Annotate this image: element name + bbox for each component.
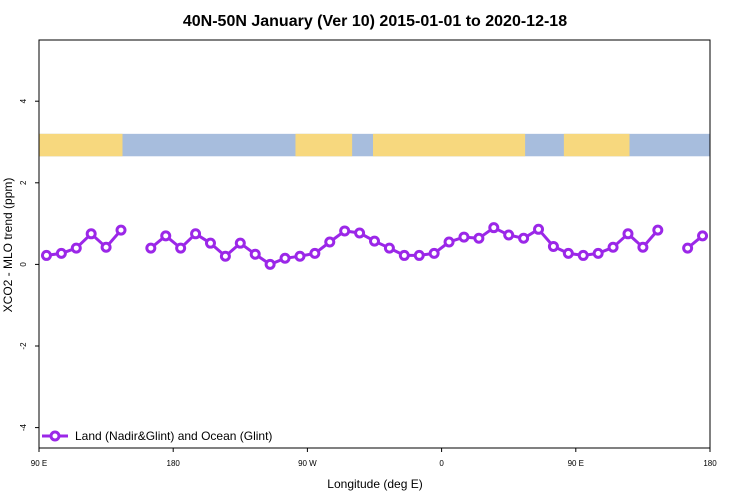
map-land [39, 133, 123, 157]
data-point [518, 232, 530, 244]
data-point [682, 242, 694, 254]
data-point [697, 230, 709, 242]
data-point [652, 224, 664, 236]
data-point [264, 258, 276, 270]
data-point [562, 247, 574, 259]
data-point [473, 232, 485, 244]
data-point [413, 249, 425, 261]
legend-marker [49, 430, 61, 442]
data-point [85, 228, 97, 240]
legend: Land (Nadir&Glint) and Ocean (Glint) [42, 429, 272, 443]
data-point [443, 236, 455, 248]
data-point [175, 242, 187, 254]
data-point [383, 242, 395, 254]
data-point [160, 230, 172, 242]
y-tick-label: 0 [19, 262, 28, 267]
x-axis-label: Longitude (deg E) [327, 477, 422, 491]
chart-title: 40N-50N January (Ver 10) 2015-01-01 to 2… [183, 13, 567, 30]
data-point [488, 222, 500, 234]
data-point [70, 242, 82, 254]
data-point [622, 228, 634, 240]
x-axis: 90 E 180 90 W 0 90 E 180 [31, 448, 717, 468]
y-axis: -4 -2 0 2 4 [19, 98, 39, 431]
map-land [295, 133, 353, 157]
data-point [190, 228, 202, 240]
x-tick-label: 0 [439, 459, 444, 468]
data-point [354, 227, 366, 239]
data-point [547, 240, 559, 252]
y-tick-label: 2 [19, 180, 28, 185]
data-point [398, 249, 410, 261]
data-point [204, 237, 216, 249]
data-point [145, 242, 157, 254]
plot-frame [38, 39, 711, 449]
y-tick-label: 4 [19, 98, 28, 103]
data-point [637, 241, 649, 253]
data-point [309, 247, 321, 259]
x-tick-label: 180 [167, 459, 181, 468]
x-tick-label: 90 E [568, 459, 584, 468]
y-tick-label: -2 [19, 342, 28, 350]
series-layer [40, 222, 709, 270]
data-point [219, 250, 231, 262]
data-point [503, 229, 515, 241]
data-point [369, 235, 380, 247]
x-tick-label: 90 E [31, 459, 47, 468]
data-point [324, 236, 336, 248]
legend-label: Land (Nadir&Glint) and Ocean (Glint) [75, 429, 272, 443]
data-point [279, 252, 291, 264]
map-land [373, 133, 526, 157]
data-point [294, 250, 306, 262]
map-land [563, 133, 630, 157]
data-point [607, 241, 619, 253]
data-point [249, 248, 261, 260]
data-point [234, 237, 246, 249]
data-point [115, 224, 127, 236]
data-point [55, 247, 67, 259]
data-point [577, 249, 589, 261]
data-point [458, 231, 470, 243]
data-point [100, 241, 112, 253]
x-tick-label: 90 W [298, 459, 317, 468]
y-tick-label: -4 [19, 423, 28, 431]
data-point [533, 223, 545, 235]
map-band [39, 133, 710, 157]
y-axis-label: XCO2 - MLO trend (ppm) [1, 178, 15, 313]
data-point [339, 225, 351, 237]
data-point [428, 247, 440, 259]
data-point [40, 249, 52, 261]
data-point [592, 247, 604, 259]
x-tick-label: 180 [703, 459, 717, 468]
